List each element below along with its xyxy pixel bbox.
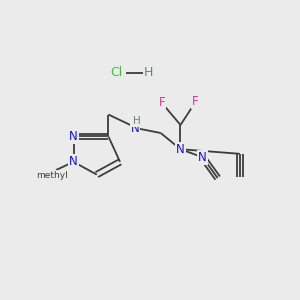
Text: F: F [192,95,199,108]
Text: Cl: Cl [110,67,123,80]
Text: N: N [69,155,78,168]
Text: N: N [131,122,140,135]
Text: methyl: methyl [36,171,68,180]
Text: N: N [69,130,78,143]
Text: F: F [159,97,165,110]
Text: N: N [176,143,185,156]
Text: H: H [144,67,153,80]
Text: H: H [133,116,141,127]
Text: N: N [198,151,207,164]
